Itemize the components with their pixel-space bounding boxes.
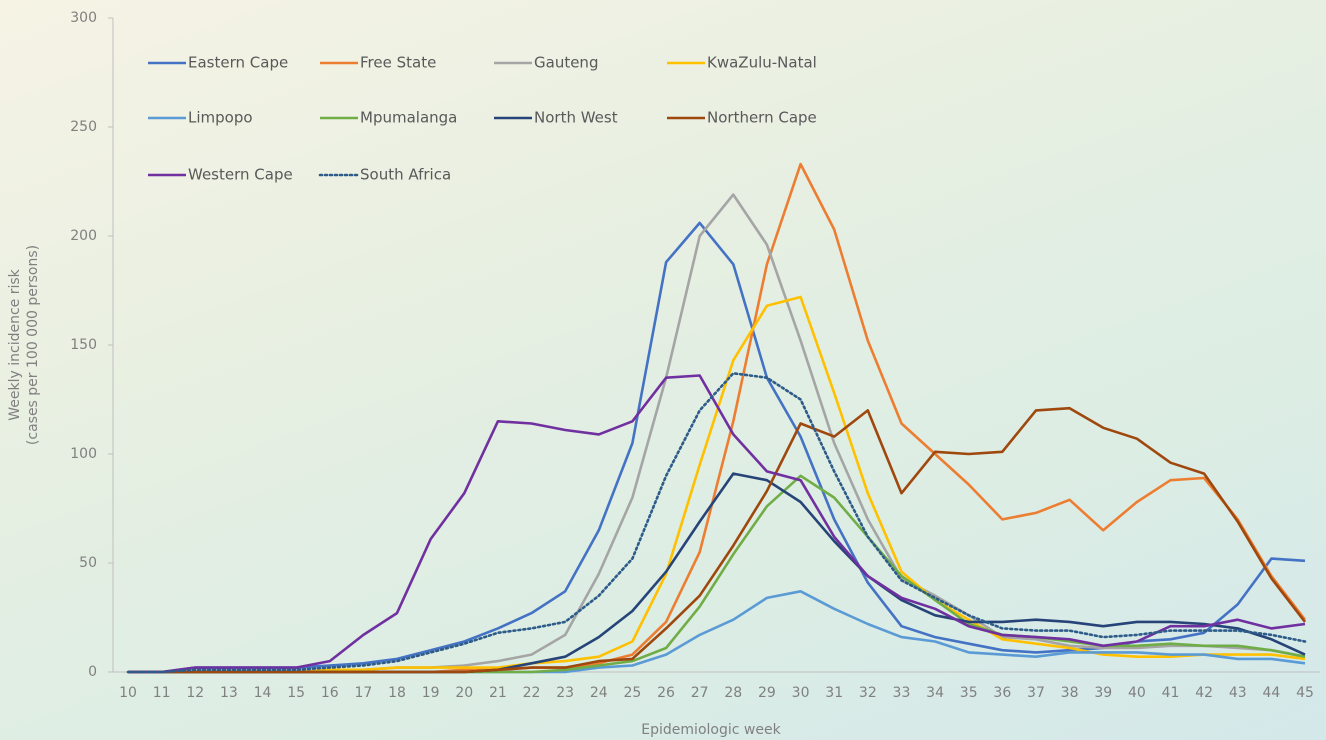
legend-label: Northern Cape — [707, 109, 817, 127]
x-tick-label: 43 — [1229, 685, 1247, 701]
series-line — [128, 295, 1306, 674]
x-tick-label: 28 — [724, 685, 742, 701]
x-tick-label: 40 — [1128, 685, 1146, 701]
x-tick-label: 32 — [859, 685, 877, 701]
legend-label: KwaZulu-Natal — [707, 54, 817, 72]
y-tick-label: 200 — [70, 228, 97, 244]
x-tick-label: 13 — [220, 685, 238, 701]
x-tick-label: 34 — [926, 685, 944, 701]
series-line — [126, 371, 1307, 674]
x-tick-label: 18 — [388, 685, 406, 701]
series-line — [128, 589, 1306, 674]
series-line — [128, 162, 1307, 674]
series-line — [128, 406, 1307, 674]
x-tick-label: 14 — [254, 685, 272, 701]
x-tick-label: 16 — [321, 685, 339, 701]
y-tick-label: 250 — [70, 119, 97, 135]
series-line — [128, 221, 1306, 674]
legend-label: North West — [534, 109, 618, 127]
legend-label: Western Cape — [188, 166, 293, 184]
x-tick-label: 29 — [758, 685, 776, 701]
x-tick-label: 27 — [691, 685, 709, 701]
x-tick-label: 23 — [556, 685, 574, 701]
y-tick-label: 100 — [70, 446, 97, 462]
x-tick-label: 39 — [1094, 685, 1112, 701]
y-tick-label: 50 — [79, 555, 97, 571]
x-tick-label: 33 — [893, 685, 911, 701]
series-line — [128, 193, 1306, 674]
x-tick-label: 17 — [354, 685, 372, 701]
legend-label: Limpopo — [188, 109, 253, 127]
y-axis-label: (cases per 100 000 persons) — [25, 245, 41, 445]
series-line — [128, 374, 1306, 674]
y-axis-label: Weekly incidence risk — [7, 268, 23, 420]
x-tick-label: 24 — [590, 685, 608, 701]
legend-label: Free State — [360, 54, 436, 72]
x-tick-label: 30 — [792, 685, 810, 701]
x-tick-label: 36 — [993, 685, 1011, 701]
x-tick-label: 19 — [422, 685, 440, 701]
x-tick-label: 11 — [153, 685, 171, 701]
legend-label: Eastern Cape — [188, 54, 288, 72]
x-tick-label: 26 — [657, 685, 675, 701]
x-tick-label: 22 — [523, 685, 541, 701]
x-tick-label: 37 — [1027, 685, 1045, 701]
y-tick-label: 150 — [70, 337, 97, 353]
x-tick-label: 15 — [287, 685, 305, 701]
x-axis-label: Epidemiologic week — [641, 722, 781, 738]
x-tick-label: 41 — [1162, 685, 1180, 701]
x-tick-label: 38 — [1061, 685, 1079, 701]
y-tick-label: 300 — [70, 10, 97, 26]
x-tick-label: 35 — [960, 685, 978, 701]
x-tick-label: 44 — [1262, 685, 1280, 701]
legend-label: Gauteng — [534, 54, 598, 72]
x-tick-label: 21 — [489, 685, 507, 701]
x-tick-label: 31 — [825, 685, 843, 701]
legend-label: South Africa — [360, 166, 451, 184]
y-tick-label: 0 — [88, 664, 97, 680]
legend-label: Mpumalanga — [360, 109, 457, 127]
x-tick-label: 25 — [624, 685, 642, 701]
x-tick-label: 12 — [186, 685, 204, 701]
x-tick-label: 10 — [119, 685, 137, 701]
x-tick-label: 20 — [455, 685, 473, 701]
x-tick-label: 42 — [1195, 685, 1213, 701]
x-tick-label: 45 — [1296, 685, 1314, 701]
